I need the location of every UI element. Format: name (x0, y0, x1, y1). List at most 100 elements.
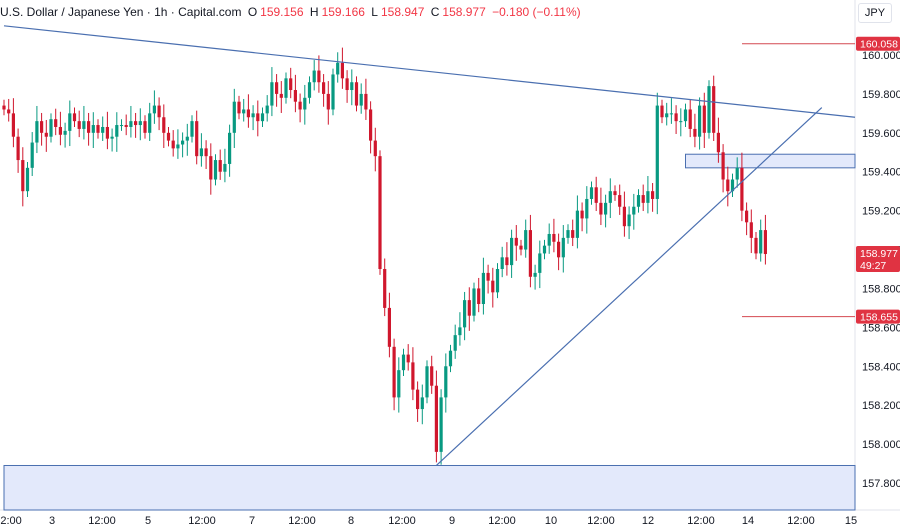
candle-body[interactable] (317, 70, 321, 83)
candle-body[interactable] (575, 210, 579, 238)
candle-body[interactable] (176, 144, 180, 149)
candle-body[interactable] (256, 113, 260, 122)
candle-body[interactable] (406, 354, 410, 363)
candle-body[interactable] (604, 202, 608, 215)
candle-body[interactable] (397, 370, 401, 398)
candle-body[interactable] (387, 307, 391, 347)
candle-body[interactable] (660, 105, 664, 118)
candle-body[interactable] (448, 350, 453, 367)
candle-body[interactable] (430, 366, 434, 386)
candle-body[interactable] (679, 121, 683, 123)
candle-body[interactable] (571, 230, 575, 238)
candle-body[interactable] (721, 152, 725, 180)
candle-body[interactable] (336, 62, 340, 75)
candle-body[interactable] (542, 245, 547, 254)
candle-body[interactable] (434, 385, 438, 452)
candle-body[interactable] (467, 300, 471, 316)
candle-body[interactable] (618, 195, 622, 207)
candle-body[interactable] (716, 132, 720, 153)
candle-body[interactable] (279, 93, 283, 98)
candle-body[interactable] (218, 160, 222, 172)
candle-body[interactable] (726, 179, 730, 192)
candle-body[interactable] (585, 198, 589, 219)
candle-body[interactable] (463, 300, 467, 328)
candle-body[interactable] (11, 113, 15, 137)
candle-body[interactable] (557, 241, 561, 258)
candle-body[interactable] (613, 191, 617, 196)
zone-resistance[interactable] (685, 153, 856, 169)
candle-body[interactable] (228, 132, 232, 164)
candle-body[interactable] (453, 335, 457, 351)
candle-body[interactable] (495, 269, 500, 293)
candle-body[interactable] (63, 130, 67, 135)
candle-body[interactable] (298, 101, 302, 110)
candle-body[interactable] (195, 121, 199, 157)
candle-body[interactable] (528, 230, 532, 277)
candle-body[interactable] (735, 167, 739, 180)
candle-body[interactable] (594, 187, 598, 203)
candle-body[interactable] (472, 288, 476, 316)
candle-body[interactable] (77, 121, 81, 129)
candle-body[interactable] (190, 121, 194, 137)
candle-body[interactable] (307, 82, 312, 98)
candle-body[interactable] (589, 187, 594, 199)
zone-support[interactable] (3, 464, 856, 511)
candle-body[interactable] (763, 230, 767, 255)
candle-body[interactable] (58, 126, 62, 135)
candle-body[interactable] (289, 78, 293, 91)
candle-body[interactable] (416, 389, 420, 410)
candle-body[interactable] (16, 136, 20, 161)
candle-body[interactable] (505, 257, 509, 266)
candle-body[interactable] (275, 82, 279, 94)
candle-body[interactable] (378, 156, 382, 269)
candle-body[interactable] (392, 346, 396, 398)
candle-body[interactable] (293, 90, 297, 102)
candle-body[interactable] (500, 257, 504, 269)
candle-body[interactable] (561, 237, 565, 258)
candle-body[interactable] (547, 233, 551, 246)
candle-body[interactable] (420, 397, 424, 410)
candle-body[interactable] (693, 128, 697, 137)
candle-body[interactable] (105, 126, 109, 139)
candle-body[interactable] (444, 366, 448, 398)
candle-body[interactable] (326, 93, 330, 110)
candle-body[interactable] (119, 125, 124, 127)
candle-body[interactable] (7, 109, 11, 114)
candle-body[interactable] (143, 121, 147, 133)
candle-body[interactable] (646, 191, 650, 203)
candle-body[interactable] (171, 140, 175, 149)
candle-body[interactable] (524, 230, 528, 250)
candle-body[interactable] (181, 140, 185, 145)
candle-body[interactable] (68, 113, 72, 131)
candle-body[interactable] (477, 288, 481, 305)
candle-body[interactable] (340, 62, 344, 79)
candle-body[interactable] (632, 206, 636, 215)
candle-body[interactable] (322, 82, 326, 94)
candle-body[interactable] (702, 105, 706, 133)
candle-body[interactable] (707, 86, 711, 133)
candle-body[interactable] (745, 210, 749, 223)
candle-body[interactable] (740, 167, 744, 211)
candle-body[interactable] (683, 109, 688, 122)
candle-body[interactable] (580, 210, 584, 219)
trendline-descending[interactable] (3, 25, 856, 118)
candle-body[interactable] (373, 140, 377, 157)
candle-body[interactable] (209, 156, 213, 180)
candle-body[interactable] (204, 148, 208, 157)
candle-body[interactable] (148, 113, 152, 133)
candle-body[interactable] (246, 109, 250, 118)
candle-body[interactable] (162, 117, 166, 133)
candle-body[interactable] (411, 362, 415, 390)
candle-body[interactable] (608, 191, 612, 203)
candle-body[interactable] (665, 113, 669, 118)
candle-body[interactable] (552, 233, 556, 242)
candle-body[interactable] (350, 82, 354, 91)
trendline-ascending[interactable] (435, 107, 823, 466)
candle-body[interactable] (688, 109, 692, 129)
candle-body[interactable] (2, 105, 6, 110)
candle-body[interactable] (519, 245, 523, 250)
candle-body[interactable] (491, 280, 495, 293)
candle-body[interactable] (622, 206, 626, 227)
candle-body[interactable] (185, 136, 189, 141)
candle-body[interactable] (166, 132, 171, 141)
